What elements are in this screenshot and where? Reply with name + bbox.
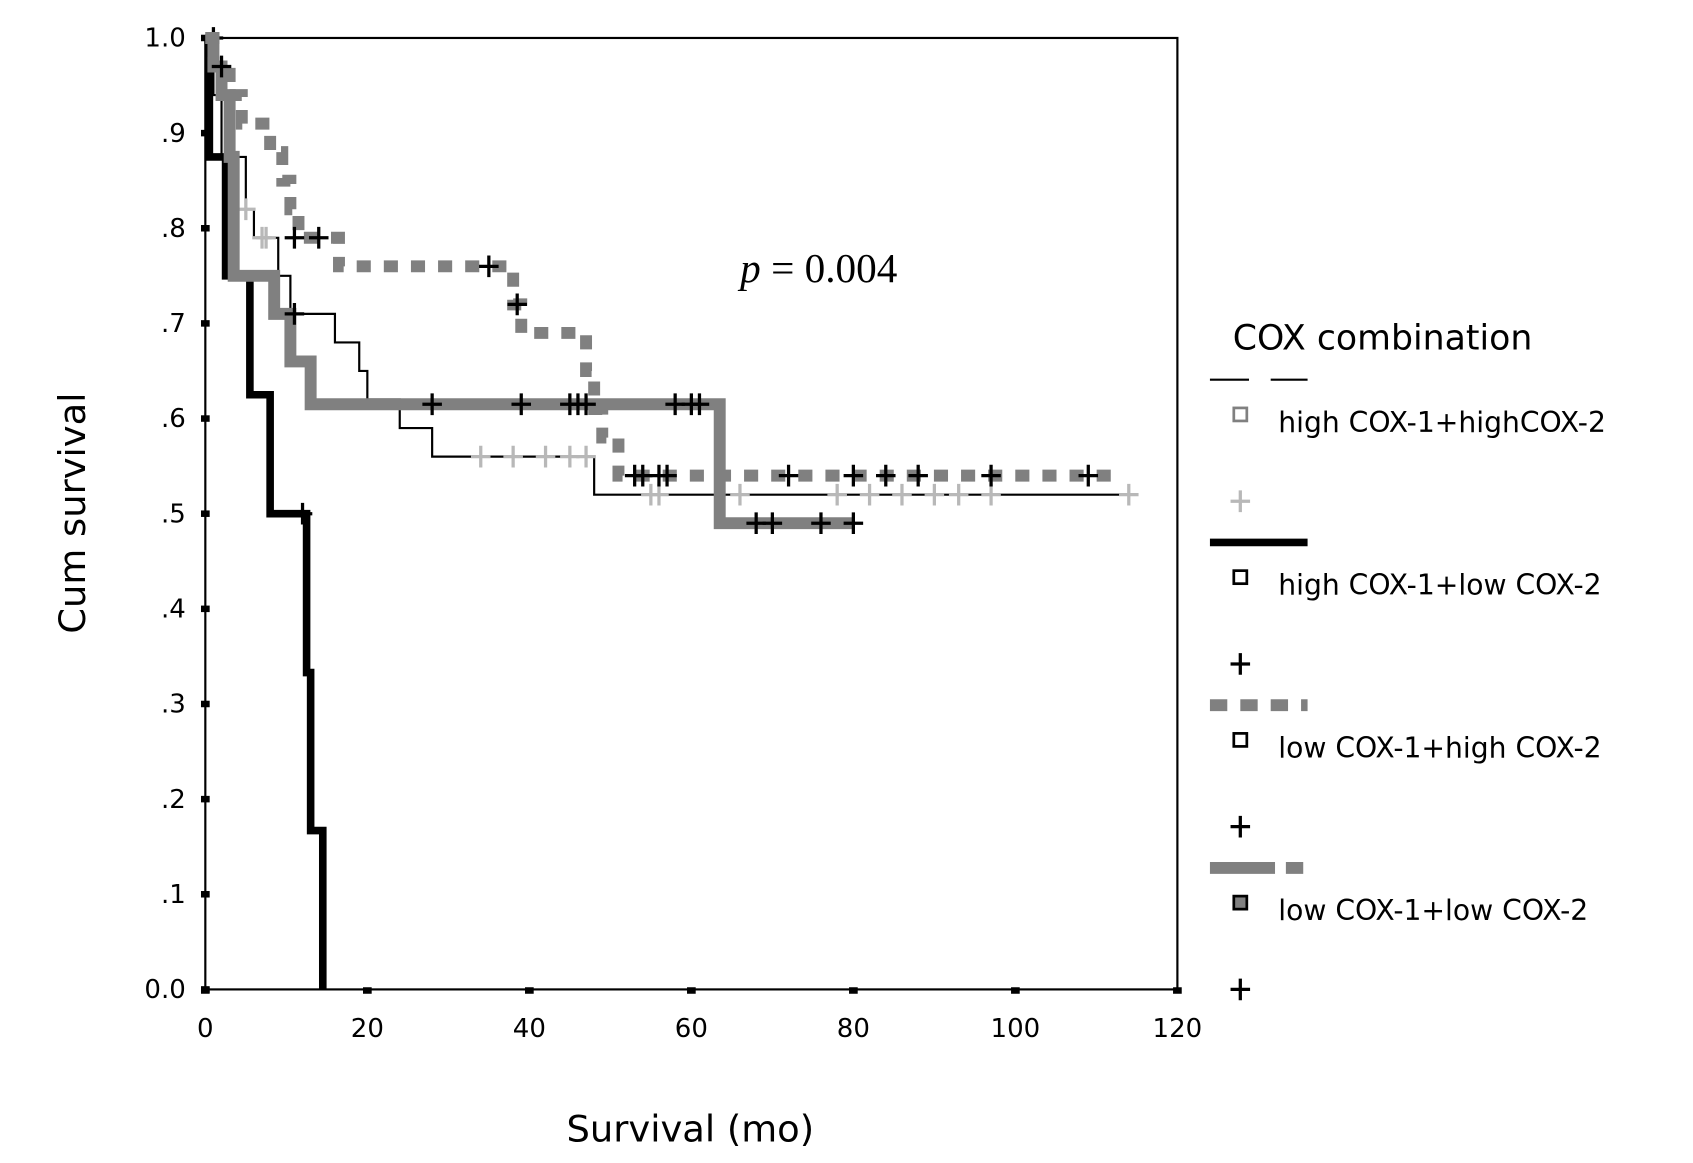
censor-mark	[511, 393, 532, 416]
y-tick-label: .1	[161, 880, 186, 910]
x-tick-label: 100	[991, 1014, 1041, 1044]
y-tick-mark	[200, 986, 210, 993]
censor-mark	[284, 226, 305, 249]
p-value-annotation: p = 0.004	[737, 245, 897, 291]
x-tick-mark	[849, 987, 858, 994]
legend-censor-plus-icon	[1230, 653, 1251, 675]
censor-mark	[876, 464, 896, 487]
x-tick-mark	[525, 987, 534, 994]
censor-mark	[211, 55, 232, 78]
legend-square-marker-icon	[1232, 894, 1249, 911]
censor-mark	[778, 464, 799, 487]
censor-mark	[292, 502, 313, 525]
x-tick-mark	[363, 987, 372, 994]
y-tick-mark	[200, 891, 210, 898]
y-tick-mark	[200, 225, 210, 232]
legend-title: COX combination	[1233, 318, 1533, 358]
y-tick-mark	[200, 320, 210, 327]
censor-mark	[256, 226, 276, 249]
censor-mark	[422, 393, 442, 416]
censor-mark	[503, 445, 523, 468]
legend-square-marker-icon	[1232, 569, 1249, 586]
y-tick-label: .7	[161, 309, 186, 339]
censor-mark	[649, 483, 669, 506]
x-tick-label: 40	[513, 1014, 546, 1044]
plot-area: 0 20 40 60 80 100 120 0.0 .1 .2 .3 .4 .5 .6 .7 .8 .9 1.0	[144, 24, 1202, 1045]
p-symbol: p	[737, 245, 761, 291]
y-tick-label: .3	[161, 690, 186, 720]
survival-curve-2	[205, 34, 327, 990]
censor-mark	[892, 483, 912, 506]
y-tick-label: 0.0	[144, 975, 185, 1005]
legend-censor-plus-icon	[1230, 815, 1251, 838]
y-axis-label: Cum survival	[51, 393, 94, 634]
legend-censor-plus-icon	[1230, 490, 1251, 513]
survival-curve-1	[205, 36, 1137, 496]
censor-mark	[730, 483, 750, 506]
y-tick-label: .2	[161, 785, 186, 815]
legend-label: high COX-1+low COX-2	[1278, 569, 1601, 602]
y-tick-mark	[200, 510, 210, 517]
plot-frame	[204, 36, 1179, 991]
x-tick-mark	[687, 987, 696, 994]
censor-mark	[470, 445, 491, 468]
y-tick-label: .9	[161, 119, 186, 149]
censor-mark	[284, 303, 305, 325]
y-tick-label: .8	[161, 214, 186, 244]
y-tick-label: .6	[161, 404, 186, 434]
x-tick-label: 80	[837, 1014, 870, 1044]
legend-square-marker-icon	[1232, 732, 1249, 748]
x-tick-label: 20	[351, 1014, 384, 1044]
censor-mark	[827, 483, 847, 506]
x-tick-label: 0	[197, 1014, 214, 1044]
y-tick-mark	[200, 795, 210, 803]
censor-mark	[981, 483, 1001, 506]
y-tick-mark	[200, 700, 210, 708]
censor-mark	[1078, 464, 1099, 487]
censor-mark	[948, 483, 969, 506]
censor-mark	[1119, 483, 1139, 506]
censor-mark	[308, 226, 329, 249]
y-tick-label: .5	[161, 499, 186, 529]
censor-mark	[689, 393, 710, 416]
censor-mark	[507, 293, 527, 316]
censor-mark	[908, 464, 928, 487]
p-value: = 0.004	[761, 245, 898, 291]
censor-mark	[924, 483, 945, 506]
y-tick-mark	[200, 129, 210, 137]
x-axis-label: Survival (mo)	[566, 1107, 814, 1150]
legend-censor-plus-icon	[1230, 978, 1251, 1001]
x-tick-label: 60	[675, 1014, 708, 1044]
censor-mark	[762, 512, 783, 535]
censor-mark	[981, 464, 1001, 487]
legend-label: high COX-1+highCOX-2	[1278, 406, 1606, 439]
y-tick-label: .4	[161, 595, 186, 625]
censor-mark	[843, 464, 864, 487]
censor-mark	[479, 255, 499, 278]
legend-label: low COX-1+low COX-2	[1278, 894, 1588, 927]
legend-label: low COX-1+high COX-2	[1278, 731, 1601, 764]
x-tick-mark	[1011, 987, 1020, 994]
censor-mark	[859, 483, 880, 506]
censor-mark	[843, 512, 864, 535]
censor-mark	[576, 393, 596, 416]
y-tick-label: 1.0	[144, 24, 185, 54]
censor-mark	[657, 464, 677, 487]
y-tick-mark	[200, 415, 210, 422]
y-tick-mark	[200, 605, 210, 613]
censor-mark	[811, 512, 831, 535]
x-tick-label: 120	[1153, 1014, 1203, 1044]
x-tick-mark	[1173, 987, 1182, 994]
censor-mark	[535, 445, 556, 468]
censor-mark	[576, 445, 596, 468]
legend: high COX-1+highCOX-2 high COX-1+low COX-2…	[1209, 378, 1606, 1001]
legend-square-marker-icon	[1232, 406, 1249, 423]
